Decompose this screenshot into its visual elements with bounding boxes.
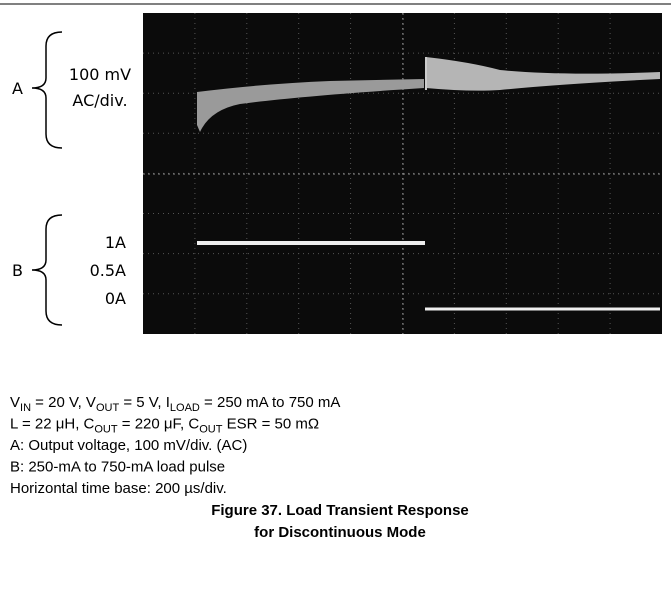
note-text: = 220 μF, C <box>118 416 200 433</box>
scale-label: 1A <box>105 233 126 252</box>
note-text: Horizontal time base: 200 µs/div. <box>10 480 227 497</box>
note-text: V <box>10 394 20 411</box>
note-text: ESR = 50 mΩ <box>222 416 319 433</box>
caption: for Discontinuous Mode <box>254 524 426 541</box>
scope-screen <box>143 13 662 334</box>
note-text: A: Output voltage, 100 mV/div. (AC) <box>10 437 247 454</box>
trace-label: A <box>12 79 23 98</box>
notes: VIN = 20 V, VOUT = 5 V, ILOAD = 250 mA t… <box>10 394 340 497</box>
subscript: OUT <box>96 402 120 414</box>
note-text: = 250 mA to 750 mA <box>200 394 341 411</box>
note-line: Horizontal time base: 200 µs/div. <box>10 480 227 497</box>
braces <box>31 31 63 326</box>
note-text: L = 22 μH, C <box>10 416 95 433</box>
scale-label: AC/div. <box>72 91 127 110</box>
scale-label: 0.5A <box>90 261 126 280</box>
note-text: B: 250-mA to 750-mA load pulse <box>10 459 225 476</box>
scale-label: 0A <box>105 289 126 308</box>
note-text: = 20 V, V <box>31 394 96 411</box>
scale-label: 100 mV <box>69 65 131 84</box>
trace-label: B <box>12 261 23 280</box>
subscript: OUT <box>199 424 223 436</box>
note-line: A: Output voltage, 100 mV/div. (AC) <box>10 437 247 454</box>
subscript: IN <box>20 402 31 414</box>
note-line: B: 250-mA to 750-mA load pulse <box>10 459 225 476</box>
note-text: = 5 V, I <box>119 394 170 411</box>
note-line: VIN = 20 V, VOUT = 5 V, ILOAD = 250 mA t… <box>10 394 340 414</box>
subscript: OUT <box>94 424 118 436</box>
subscript: LOAD <box>170 402 200 414</box>
note-line: L = 22 μH, COUT = 220 μF, COUT ESR = 50 … <box>10 416 319 436</box>
caption: Figure 37. Load Transient Response <box>211 502 469 519</box>
